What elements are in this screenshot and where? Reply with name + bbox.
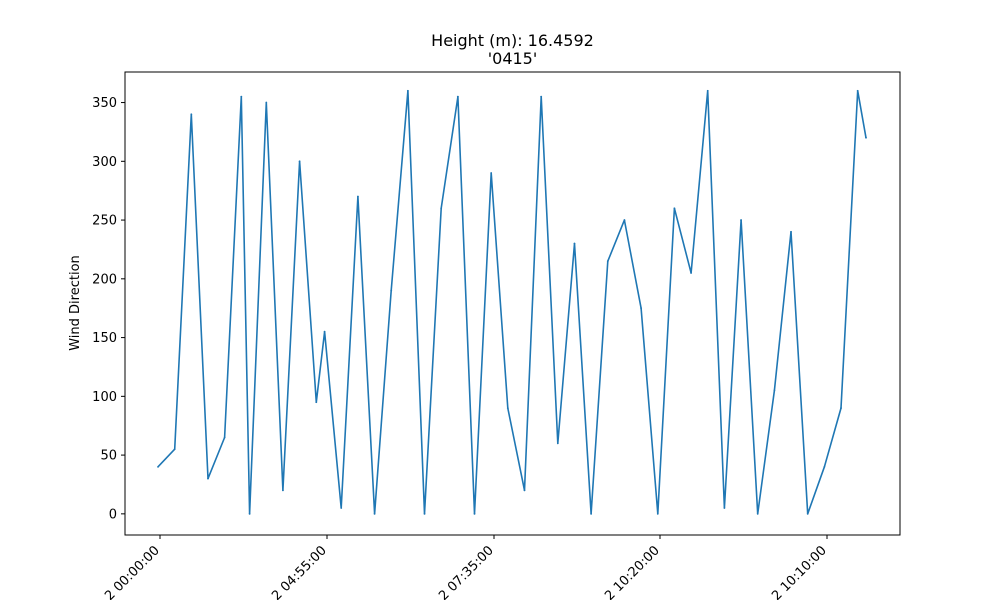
y-tick-label: 0 bbox=[109, 507, 117, 522]
data-point bbox=[248, 512, 251, 515]
data-point bbox=[706, 89, 709, 92]
data-point bbox=[315, 401, 318, 404]
data-point bbox=[673, 207, 676, 210]
data-point bbox=[406, 89, 409, 92]
data-point bbox=[240, 95, 243, 98]
y-tick-label: 50 bbox=[100, 449, 117, 464]
data-point bbox=[723, 507, 726, 509]
data-point bbox=[473, 512, 476, 515]
data-point bbox=[606, 260, 609, 263]
data-point bbox=[173, 448, 176, 451]
y-axis-label: Wind Direction bbox=[68, 255, 83, 351]
data-point bbox=[157, 465, 159, 468]
data-point bbox=[573, 242, 576, 245]
data-point bbox=[640, 307, 643, 310]
data-point bbox=[390, 289, 393, 292]
y-tick-label: 300 bbox=[92, 155, 117, 170]
data-point bbox=[623, 219, 626, 221]
data-point bbox=[856, 89, 859, 92]
data-point bbox=[298, 160, 301, 163]
data-point bbox=[207, 477, 209, 480]
chart-title: Height (m): 16.4592 bbox=[431, 31, 594, 50]
y-axis-ticks: 0 50 100 150 200 250 300 350 bbox=[92, 96, 125, 522]
data-point bbox=[523, 489, 526, 492]
data-point bbox=[506, 407, 509, 409]
data-point bbox=[282, 489, 284, 492]
data-point bbox=[865, 136, 867, 139]
data-point bbox=[790, 230, 792, 233]
data-point bbox=[540, 95, 543, 98]
plot-frame bbox=[124, 71, 901, 536]
data-point bbox=[773, 389, 776, 392]
data-point bbox=[423, 512, 426, 515]
y-tick-label: 200 bbox=[92, 272, 117, 287]
data-point bbox=[656, 512, 659, 515]
data-point bbox=[690, 272, 692, 274]
data-point bbox=[223, 436, 226, 439]
data-point bbox=[740, 219, 742, 221]
data-point bbox=[373, 512, 376, 515]
data-point bbox=[323, 330, 326, 333]
data-point bbox=[265, 101, 268, 104]
data-point bbox=[456, 95, 459, 98]
y-tick-label: 350 bbox=[92, 96, 117, 111]
data-point bbox=[840, 407, 842, 409]
y-tick-label: 250 bbox=[92, 214, 117, 229]
data-point bbox=[440, 207, 443, 210]
chart-subtitle: '0415' bbox=[488, 49, 538, 68]
data-point bbox=[590, 512, 593, 515]
data-point bbox=[357, 195, 359, 198]
data-point bbox=[340, 507, 343, 509]
data-point bbox=[556, 442, 559, 445]
data-point bbox=[823, 465, 826, 468]
data-point bbox=[806, 512, 809, 515]
y-tick-label: 150 bbox=[92, 331, 117, 346]
data-point bbox=[190, 113, 193, 116]
data-point bbox=[490, 172, 493, 174]
y-tick-label: 100 bbox=[92, 390, 117, 405]
plot-area bbox=[157, 89, 867, 515]
data-point bbox=[756, 512, 759, 515]
